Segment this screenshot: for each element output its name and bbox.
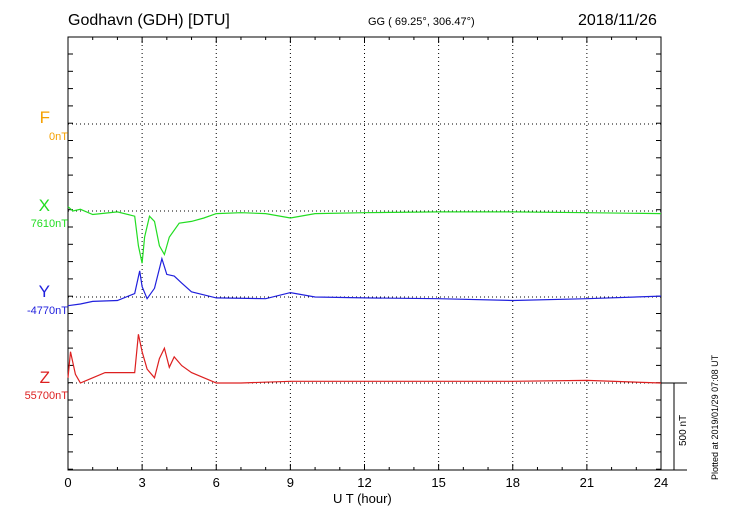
x-tick-label: 6 — [213, 475, 220, 490]
scale-bar-label: 500 nT — [678, 414, 689, 446]
x-tick-label: 12 — [357, 475, 371, 490]
channel-base-x: 7610nT — [30, 218, 68, 230]
channel-letter-y: Y — [38, 282, 50, 301]
channel-base-f: 0nT — [49, 131, 68, 143]
x-tick-label: 18 — [506, 475, 520, 490]
plot-date: 2018/11/26 — [578, 12, 657, 29]
channel-base-y: -4770nT — [27, 305, 68, 317]
channel-letter-z: Z — [39, 368, 50, 387]
channel-letter-x: X — [38, 196, 50, 215]
x-tick-label: 24 — [654, 475, 668, 490]
x-axis-label: U T (hour) — [333, 491, 392, 506]
channel-base-z: 55700nT — [24, 390, 68, 402]
x-tick-label: 21 — [580, 475, 594, 490]
x-tick-label: 0 — [64, 475, 71, 490]
series-line-z — [67, 334, 662, 384]
x-tick-label: 15 — [431, 475, 445, 490]
plotted-timestamp: Plotted at 2019/01/29 07:08 UT — [710, 354, 720, 480]
x-tick-label: 3 — [139, 475, 146, 490]
x-tick-label: 9 — [287, 475, 294, 490]
station-title: Godhavn (GDH) [DTU] — [68, 12, 230, 29]
series-line-y — [67, 256, 662, 307]
station-coordinates: GG ( 69.25°, 306.47°) — [368, 16, 475, 28]
series-line-x — [67, 206, 662, 264]
channel-letter-f: F — [39, 108, 50, 127]
